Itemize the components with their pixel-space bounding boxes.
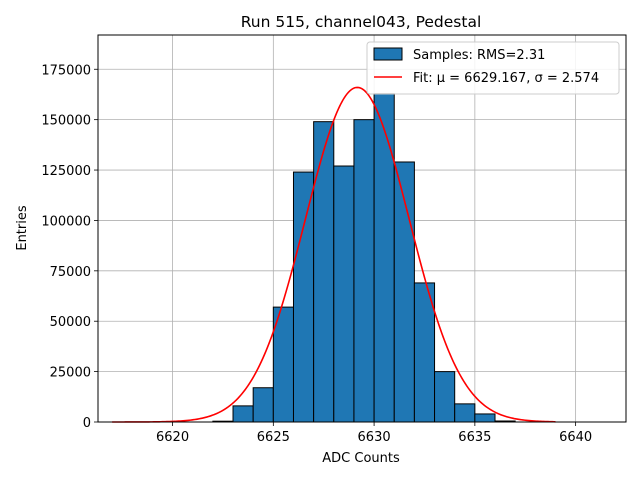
- y-axis-label: Entries: [15, 205, 30, 251]
- y-tick-label: 50000: [50, 315, 91, 330]
- histogram-bar: [454, 403, 476, 423]
- histogram-bar: [292, 171, 315, 423]
- legend: Samples: RMS=2.31 Fit: μ = 6629.167, σ =…: [366, 41, 620, 95]
- y-tick-label: 100000: [41, 214, 91, 229]
- x-tick-label: 6640: [559, 430, 592, 445]
- x-tick-label: 6635: [458, 430, 491, 445]
- legend-histogram-swatch: [373, 47, 403, 61]
- x-axis-label: ADC Counts: [322, 451, 400, 466]
- chart-title: Run 515, channel043, Pedestal: [241, 13, 482, 31]
- y-tick-label: 25000: [50, 366, 91, 381]
- legend-histogram-label: Samples: RMS=2.31: [413, 48, 545, 63]
- x-tick-label: 6620: [156, 430, 189, 445]
- legend-fit-label: Fit: μ = 6629.167, σ = 2.574: [413, 71, 599, 86]
- plot-frame: [97, 34, 627, 423]
- gaussian-fit-curve: [112, 86, 556, 423]
- histogram-bar: [474, 413, 496, 423]
- y-tick-label: 125000: [41, 164, 91, 179]
- x-tick-label: 6625: [257, 430, 290, 445]
- legend-box: [366, 41, 620, 95]
- histogram-bar: [232, 405, 254, 423]
- x-axis-ticks: 6620 6625 6630 6635 6640: [156, 422, 592, 445]
- histogram-bars: [212, 92, 516, 423]
- histogram-bar: [434, 371, 456, 423]
- y-tick-label: 0: [83, 416, 91, 431]
- x-tick-label: 6630: [358, 430, 391, 445]
- histogram-bar: [252, 387, 274, 423]
- y-tick-label: 175000: [41, 63, 91, 78]
- histogram-bar: [333, 165, 355, 423]
- histogram-bar: [353, 119, 375, 423]
- y-tick-label: 75000: [50, 265, 91, 280]
- histogram-bar: [373, 92, 395, 423]
- histogram-bar: [313, 121, 335, 423]
- y-axis-ticks: 0 25000 50000 75000 100000 125000 150000 175000: [41, 63, 98, 431]
- y-tick-label: 150000: [41, 114, 91, 129]
